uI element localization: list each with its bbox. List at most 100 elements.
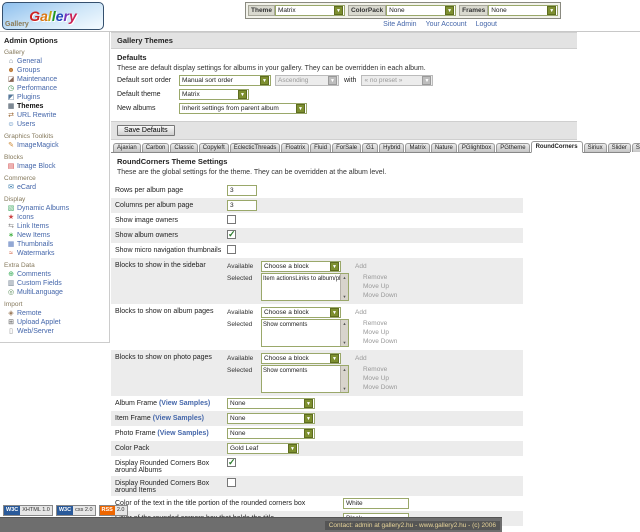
show-album-owners-checkbox[interactable] xyxy=(227,229,236,240)
photo-remove-block-button[interactable]: Remove xyxy=(363,366,388,373)
breadcrumb[interactable]: Gallery xyxy=(5,21,29,28)
defaults-description: These are default display settings for a… xyxy=(117,65,426,72)
sidebar-item-imagemagick[interactable]: ImageMagick xyxy=(17,142,59,149)
sidebar-item-ecard[interactable]: eCard xyxy=(17,184,37,191)
sidebar-item-performance[interactable]: Performance xyxy=(17,85,58,92)
your-account-link[interactable]: Your Account xyxy=(425,21,467,28)
album-move-up-button[interactable]: Move Up xyxy=(363,329,390,336)
rss-badge[interactable]: RSS 2.0 xyxy=(98,505,128,516)
photo-move-up-button[interactable]: Move Up xyxy=(363,375,390,382)
sidebar-item-icon: ☺ xyxy=(7,121,15,128)
sidebar-section-import[interactable]: Import xyxy=(4,301,23,308)
sidebar-item-comments[interactable]: Comments xyxy=(17,271,51,278)
sidebar-section-display[interactable]: Display xyxy=(4,196,26,203)
sidebar-available-blocks-select[interactable]: Choose a block ▼ xyxy=(261,261,341,272)
sidebar-item-new-items[interactable]: New Items xyxy=(17,232,51,239)
scroll-down-icon[interactable]: ▼ xyxy=(342,294,347,299)
rows-per-album-page-input[interactable] xyxy=(227,185,257,196)
sidebar-item-custom-fields[interactable]: Custom Fields xyxy=(17,280,62,287)
photo-available-blocks-select[interactable]: Choose a block ▼ xyxy=(261,353,341,364)
sidebar-section-graphics-toolkits[interactable]: Graphics Toolkits xyxy=(4,133,54,140)
sidebar-selected-blocks-list[interactable]: Item actionsLinks to album/photo peersIm… xyxy=(261,273,349,301)
new-albums-select[interactable]: Inherit settings from parent album ▼ xyxy=(179,103,307,114)
columns-per-album-page-input[interactable] xyxy=(227,200,257,211)
frames-select[interactable]: None ▼ xyxy=(488,5,559,16)
sidebar-item-thumbnails[interactable]: Thumbnails xyxy=(17,241,54,248)
album-selected-blocks-list[interactable]: Show comments ▲ ▼ xyxy=(261,319,349,347)
color-pack-select[interactable]: Gold Leaf ▼ xyxy=(227,443,299,454)
scroll-down-icon[interactable]: ▼ xyxy=(342,386,347,391)
sidebar-item-themes[interactable]: Themes xyxy=(17,103,44,110)
dropdown-arrow-icon: ▼ xyxy=(288,444,297,453)
sidebar-item-groups[interactable]: Groups xyxy=(17,67,40,74)
photo-frame-select[interactable]: None ▼ xyxy=(227,428,315,439)
album-add-block-button[interactable]: Add xyxy=(355,309,367,316)
w3c-css-badge[interactable]: W3C css 2.0 xyxy=(55,505,96,516)
item-frame-select[interactable]: None ▼ xyxy=(227,413,315,424)
sidebar-remove-block-button[interactable]: Remove xyxy=(363,274,388,281)
show-image-owners-checkbox[interactable] xyxy=(227,215,236,224)
sidebar-item-general[interactable]: General xyxy=(17,58,42,65)
colorpack-select[interactable]: None ▼ xyxy=(386,5,457,16)
sidebar-item-image-block[interactable]: Image Block xyxy=(17,163,56,170)
title-text-color-input[interactable] xyxy=(343,498,409,509)
default-theme-select[interactable]: Matrix ▼ xyxy=(179,89,249,100)
sidebar-item-plugins[interactable]: Plugins xyxy=(17,94,40,101)
save-defaults-button[interactable]: Save Defaults xyxy=(117,125,175,136)
listbox-scrollbar[interactable]: ▲ ▼ xyxy=(340,274,348,300)
theme-select[interactable]: Matrix ▼ xyxy=(274,5,345,16)
sidebar-move-down-button[interactable]: Move Down xyxy=(363,292,398,299)
sidebar-item-url-rewrite[interactable]: URL Rewrite xyxy=(17,112,57,119)
album-frame-row: Album Frame (View Samples) None ▼ xyxy=(111,396,523,411)
w3c-xhtml-badge[interactable]: W3C XHTML 1.0 xyxy=(3,505,53,516)
defaults-title: Defaults xyxy=(117,53,147,62)
sidebar-move-up-button[interactable]: Move Up xyxy=(363,283,390,290)
sidebar-item-remote[interactable]: Remote xyxy=(17,310,42,317)
sidebar-section-blocks[interactable]: Blocks xyxy=(4,154,24,161)
listbox-scrollbar[interactable]: ▲ ▼ xyxy=(340,366,348,392)
scroll-up-icon[interactable]: ▲ xyxy=(342,321,347,326)
photo-add-block-button[interactable]: Add xyxy=(355,355,367,362)
listbox-scrollbar[interactable]: ▲ ▼ xyxy=(340,320,348,346)
sidebar-add-block-button[interactable]: Add xyxy=(355,263,367,270)
sidebar-item-upload-applet[interactable]: Upload Applet xyxy=(17,319,61,326)
logo-letter: l xyxy=(47,8,52,24)
album-frame-view-samples-link[interactable]: (View Samples) xyxy=(158,400,211,407)
dropdown-arrow-icon: ▼ xyxy=(445,6,455,15)
sidebar-item-web-server[interactable]: Web/Server xyxy=(17,328,54,335)
block-option[interactable]: Show comments xyxy=(263,322,308,328)
item-frame-view-samples-link[interactable]: (View Samples) xyxy=(152,415,204,422)
sidebar-item-users[interactable]: Users xyxy=(17,121,36,128)
album-available-blocks-select[interactable]: Choose a block ▼ xyxy=(261,307,341,318)
block-option[interactable]: Show comments xyxy=(263,368,308,374)
gallery-logo[interactable]: Gallery xyxy=(2,2,104,30)
sidebar-item-icons[interactable]: Icons xyxy=(17,214,34,221)
block-option[interactable]: Item actions xyxy=(263,276,296,282)
photo-selected-blocks-list[interactable]: Show comments ▲ ▼ xyxy=(261,365,349,393)
sidebar-item-link-items[interactable]: Link Items xyxy=(17,223,49,230)
scroll-up-icon[interactable]: ▲ xyxy=(342,367,347,372)
album-move-down-button[interactable]: Move Down xyxy=(363,338,398,345)
album-remove-block-button[interactable]: Remove xyxy=(363,320,388,327)
logo-letter: r xyxy=(63,8,69,24)
default-sort-order-select[interactable]: Manual sort order ▼ xyxy=(179,75,271,86)
sidebar-section-gallery[interactable]: Gallery xyxy=(4,49,25,56)
photo-frame-view-samples-link[interactable]: (View Samples) xyxy=(157,430,209,437)
selector-value: None xyxy=(491,7,507,14)
sidebar-item-dynamic-albums[interactable]: Dynamic Albums xyxy=(17,205,70,212)
sidebar-item-multilanguage[interactable]: MultiLanguage xyxy=(17,289,63,296)
sidebar-section-commerce[interactable]: Commerce xyxy=(4,175,36,182)
show-micro-navigation-checkbox[interactable] xyxy=(227,245,236,254)
scroll-down-icon[interactable]: ▼ xyxy=(342,340,347,345)
block-option[interactable]: Links to album/photo peers xyxy=(295,276,340,282)
sidebar-item-watermarks[interactable]: Watermarks xyxy=(17,250,55,257)
album-frame-select[interactable]: None ▼ xyxy=(227,398,315,409)
sidebar-section-extra-data[interactable]: Extra Data xyxy=(4,262,35,269)
logout-link[interactable]: Logout xyxy=(475,21,497,28)
rounded-corners-items-checkbox[interactable] xyxy=(227,478,236,487)
site-admin-link[interactable]: Site Admin xyxy=(383,21,417,28)
scroll-up-icon[interactable]: ▲ xyxy=(342,275,347,280)
rounded-corners-albums-checkbox[interactable] xyxy=(227,457,236,468)
photo-move-down-button[interactable]: Move Down xyxy=(363,384,398,391)
sidebar-item-maintenance[interactable]: Maintenance xyxy=(17,76,58,83)
